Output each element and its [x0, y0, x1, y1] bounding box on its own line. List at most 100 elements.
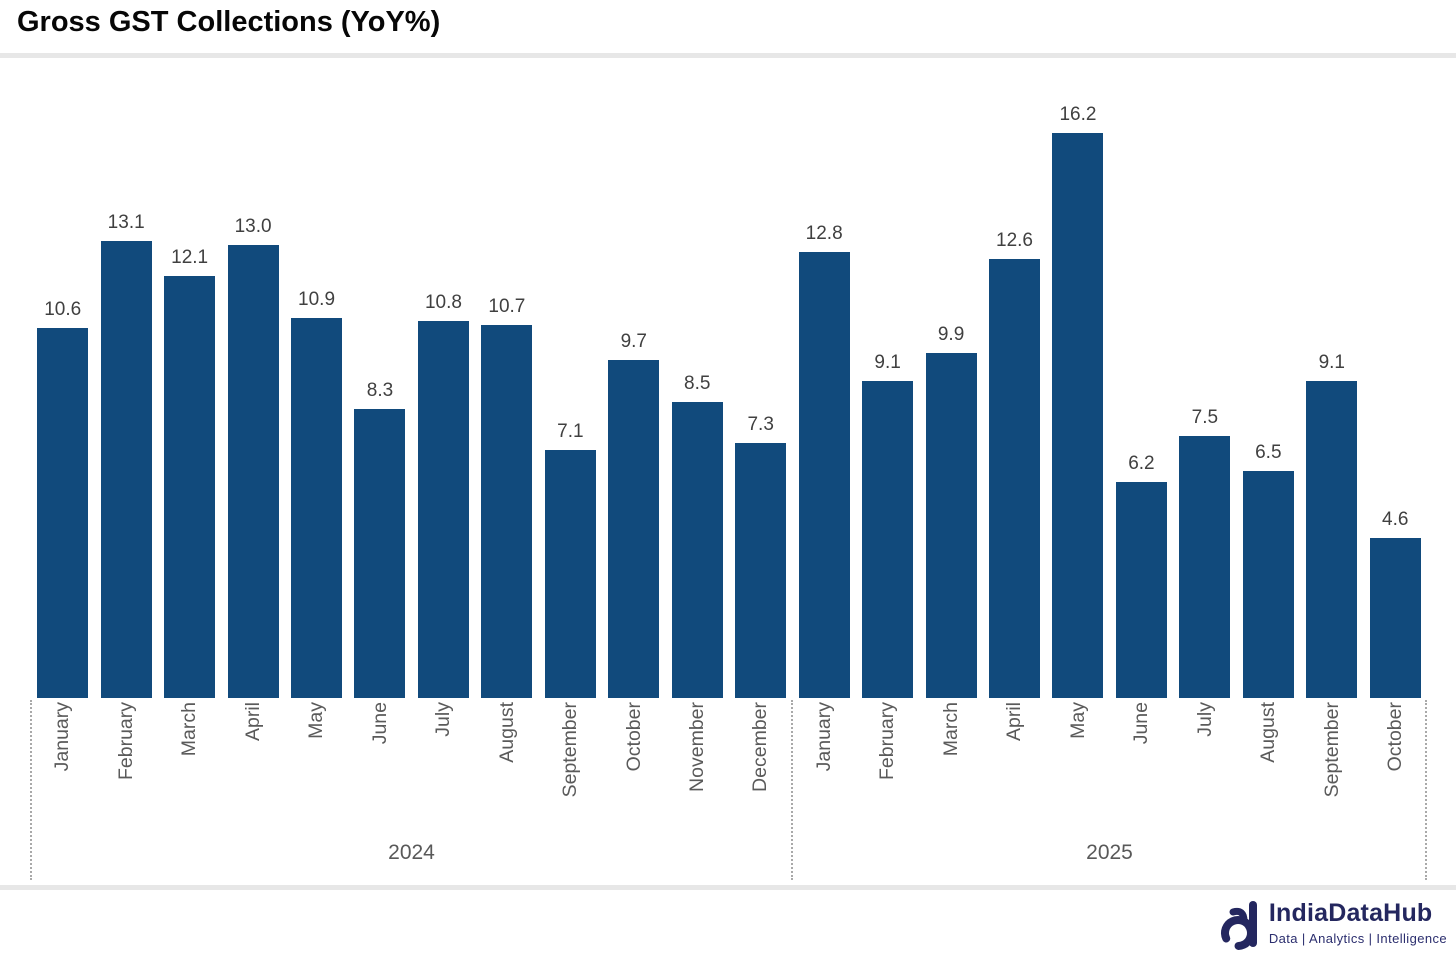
bar-value-label: 7.3 [747, 414, 774, 435]
x-label-slot: March [919, 702, 982, 842]
month-label: March [178, 702, 201, 757]
month-label: July [432, 702, 455, 737]
bottom-divider [0, 885, 1456, 890]
bar-slot-2025-july: 7.5 [1173, 90, 1236, 698]
bar-slot-2025-march: 9.9 [919, 90, 982, 698]
brand-tagline: Data | Analytics | Intelligence [1268, 930, 1447, 946]
bar-slot-2024-june: 8.3 [348, 90, 411, 698]
bar-plot-area: 10.6 13.1 12.1 13.0 10.9 8.3 10.8 10.7 7.1 9.7 8.5… [31, 90, 1427, 698]
bar-value-label: 4.6 [1382, 509, 1409, 530]
month-label: June [368, 702, 391, 745]
bar-value-label: 8.5 [684, 373, 711, 394]
x-label-slot: January [31, 702, 94, 842]
bar [735, 443, 787, 698]
month-label: February [876, 702, 899, 781]
top-divider [0, 53, 1456, 58]
x-label-slot: August [1237, 702, 1300, 842]
axis-separator-years [791, 700, 793, 880]
bar-slot-2024-may: 10.9 [285, 90, 348, 698]
bar-slot-2025-october: 4.6 [1364, 90, 1427, 698]
axis-separator-left [30, 700, 32, 880]
x-label-slot: September [1300, 702, 1363, 842]
bar-value-label: 13.1 [107, 212, 145, 233]
bar-value-label: 12.1 [171, 247, 209, 268]
month-label: December [749, 702, 772, 792]
year-label-2024: 2024 [388, 841, 435, 864]
x-label-slot: May [1046, 702, 1109, 842]
bar-value-label: 10.9 [298, 289, 336, 310]
month-label: October [1384, 702, 1406, 772]
month-label: January [812, 702, 835, 772]
bar-slot-2024-october: 9.7 [602, 90, 665, 698]
brand-footer: IndiaDataHub Data | Analytics | Intellig… [1219, 897, 1447, 960]
bar-value-label: 9.1 [874, 352, 901, 373]
bar-value-label: 10.7 [488, 296, 526, 317]
bar-slot-2025-february: 9.1 [856, 90, 919, 698]
bar-slot-2024-december: 7.3 [729, 90, 792, 698]
bar [1369, 538, 1421, 698]
bar [608, 360, 660, 698]
bar [798, 252, 850, 698]
x-label-slot: April [983, 702, 1046, 842]
brand-text-block: IndiaDataHub Data | Analytics | Intellig… [1269, 897, 1447, 946]
bar [544, 450, 596, 698]
bar-value-label: 7.1 [557, 421, 584, 442]
bar [989, 259, 1041, 698]
x-label-slot: September [539, 702, 602, 842]
x-label-slot: February [856, 702, 919, 842]
bar-slot-2024-april: 13.0 [221, 90, 284, 698]
bar-slot-2025-april: 12.6 [983, 90, 1046, 698]
x-label-slot: January [792, 702, 855, 842]
x-label-slot: October [1364, 702, 1427, 842]
x-label-slot: June [348, 702, 411, 842]
bar-value-label: 9.7 [620, 331, 648, 352]
bar [862, 381, 914, 698]
bar [1242, 471, 1294, 698]
bar [925, 353, 977, 698]
month-label: January [51, 702, 74, 772]
bar-slot-2025-june: 6.2 [1110, 90, 1173, 698]
x-label-slot: February [94, 702, 157, 842]
bar [1115, 482, 1167, 698]
axis-separator-right [1425, 700, 1427, 880]
bar-value-label: 10.8 [424, 292, 462, 313]
bar [164, 276, 216, 698]
month-label: March [939, 702, 962, 757]
x-label-slot: August [475, 702, 538, 842]
bar-slot-2024-march: 12.1 [158, 90, 221, 698]
brand-name: IndiaDataHub [1268, 899, 1433, 927]
month-label: July [1193, 702, 1216, 737]
bar [1052, 133, 1104, 698]
bar-value-label: 9.9 [937, 324, 965, 345]
bar [100, 241, 152, 698]
bar-value-label: 6.5 [1255, 442, 1282, 463]
bar [417, 321, 469, 698]
bar-slot-2025-may: 16.2 [1046, 90, 1109, 698]
bar-slot-2025-september: 9.1 [1300, 90, 1363, 698]
bar [227, 245, 279, 698]
x-label-slot: July [1173, 702, 1236, 842]
bar-slot-2024-july: 10.8 [412, 90, 475, 698]
bar-slot-2024-february: 13.1 [94, 90, 157, 698]
x-label-slot: March [158, 702, 221, 842]
x-label-slot: July [412, 702, 475, 842]
bar-slot-2024-august: 10.7 [475, 90, 538, 698]
x-label-slot: May [285, 702, 348, 842]
x-label-slot: June [1110, 702, 1173, 842]
bar [354, 409, 406, 698]
bar-value-label: 13.0 [234, 216, 272, 237]
month-label: August [1257, 702, 1280, 763]
indiadatahub-logo-icon [1219, 899, 1263, 960]
month-label: October [622, 702, 645, 772]
bar-slot-2025-august: 6.5 [1237, 90, 1300, 698]
bar [1306, 381, 1358, 698]
bar-value-label: 8.3 [366, 380, 394, 401]
month-label: April [1003, 702, 1026, 742]
bar-slot-2024-november: 8.5 [666, 90, 729, 698]
x-label-slot: October [602, 702, 665, 842]
month-label: May [305, 702, 328, 739]
bar-value-label: 9.1 [1318, 352, 1345, 373]
month-label: April [241, 702, 264, 742]
x-label-slot: April [221, 702, 284, 842]
